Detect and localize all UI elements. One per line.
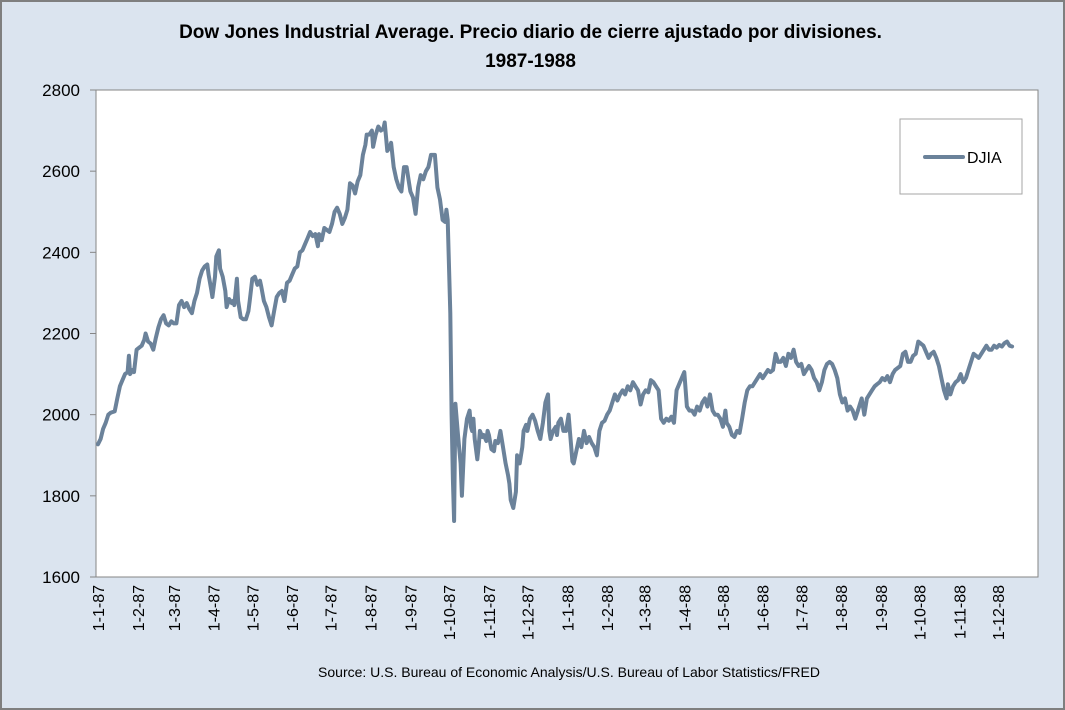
plot-area	[95, 89, 1039, 578]
x-tick-label: 1-2-88	[600, 585, 617, 631]
x-axis: 1-1-87 1-2-87 1-3-87 1-4-87 1-5-87 1-6-87 1-7-…	[91, 576, 1038, 640]
legend: DJIA	[899, 118, 1023, 195]
x-tick-label: 1-12-88	[991, 585, 1008, 640]
y-tick-label: 2800	[42, 81, 80, 100]
y-tick-label: 2000	[42, 406, 80, 425]
y-tick-label: 2400	[42, 243, 80, 262]
x-tick-label: 1-4-88	[677, 585, 694, 631]
chart-title-line1: Dow Jones Industrial Average. Precio dia…	[179, 22, 882, 43]
x-tick-label: 1-8-87	[364, 585, 381, 631]
source-note: Source: U.S. Bureau of Economic Analysis…	[318, 664, 820, 680]
x-tick-label: 1-3-87	[167, 585, 184, 631]
x-tick-label: 1-9-88	[874, 585, 891, 631]
x-tick-label: 1-12-87	[520, 585, 537, 640]
x-tick-label: 1-5-88	[716, 585, 733, 631]
x-tick-label: 1-7-88	[794, 585, 811, 631]
x-tick-label: 1-3-88	[637, 585, 654, 631]
chart-title: Dow Jones Industrial Average. Precio dia…	[0, 18, 1061, 76]
x-tick-label: 1-8-88	[834, 585, 851, 631]
series-line-djia	[96, 120, 1015, 523]
y-tick-label: 2600	[42, 162, 80, 181]
x-tick-label: 1-11-87	[482, 585, 499, 639]
x-tick-label: 1-9-87	[403, 585, 420, 631]
x-tick-label: 1-10-87	[442, 585, 459, 640]
x-tick-label: 1-1-88	[560, 585, 577, 631]
y-tick-label: 1600	[42, 568, 80, 587]
x-tick-label: 1-1-87	[91, 585, 108, 631]
y-axis: 1600 1800 2000 2200 2400 2600 2800	[42, 81, 97, 587]
chart-subtitle: 1987-1988	[485, 51, 576, 72]
x-tick-label: 1-6-87	[285, 585, 302, 631]
y-tick-label: 2200	[42, 325, 80, 344]
x-tick-label: 1-2-87	[131, 585, 148, 631]
y-tick-label: 1800	[42, 487, 80, 506]
legend-label-djia: DJIA	[967, 150, 1002, 167]
x-tick-label: 1-10-88	[913, 585, 930, 640]
x-tick-label: 1-7-87	[324, 585, 341, 631]
x-tick-label: 1-5-87	[245, 585, 262, 631]
x-tick-label: 1-6-88	[756, 585, 773, 631]
x-tick-label: 1-11-88	[952, 585, 969, 639]
x-tick-label: 1-4-87	[207, 585, 224, 631]
